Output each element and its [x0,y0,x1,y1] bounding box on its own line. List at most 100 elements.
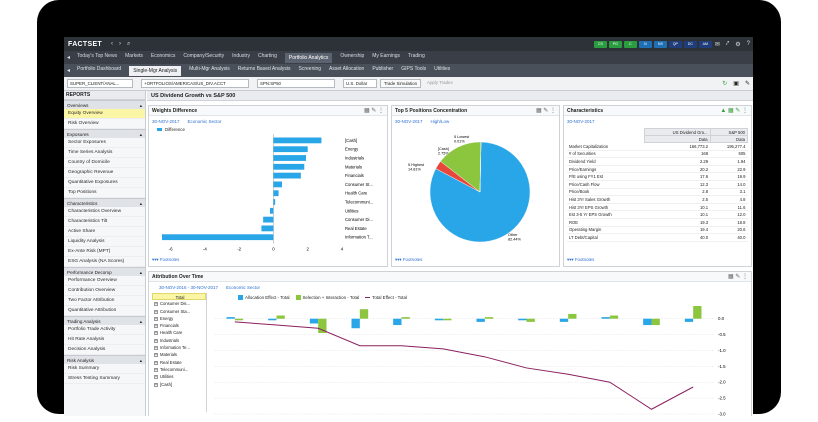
report-item[interactable]: Quantitative Exposures [64,178,145,188]
table-row[interactable]: Price/Book 2.8 3.1 [567,188,748,197]
attribution-date[interactable]: 30-NOV-2016 - 30-NOV-2017 [159,285,219,290]
settings-icon[interactable]: ⚙ [735,41,741,48]
report-item[interactable]: Stress Testing Summary [64,374,145,384]
report-item[interactable]: Portfolio Trade Activity [64,325,145,335]
chat-icon[interactable]: ✉ [714,41,720,48]
expand-icon[interactable]: + [154,309,158,314]
report-item[interactable]: Characteristics Tilt [64,217,145,227]
subtab-3[interactable]: Returns Based Analysis [237,65,291,72]
report-item[interactable]: Quantitative Attribution [64,306,145,316]
weights-panel-icons[interactable]: ▦ ✎ ⋮ [363,108,384,114]
table-row[interactable]: Price/Cash Flow 12.3 14.0 [567,180,748,189]
attribution-group-item[interactable]: + Health Care [152,329,206,336]
menu-item-9[interactable]: Trading [408,52,425,59]
wrench-icon[interactable]: ✎ [744,81,750,87]
quick-button-c[interactable]: C [623,40,637,48]
expand-icon[interactable]: + [154,302,158,307]
report-item[interactable]: Performance Overview [64,276,145,286]
report-group-header[interactable]: Characteristics ▴ [64,198,145,207]
top5-grouping[interactable]: High/Low [430,119,450,124]
report-item[interactable]: Country of Domicile [64,158,145,168]
subtab-back-icon[interactable]: ◂ [67,68,71,74]
quick-button-pg[interactable]: PG [608,40,622,48]
search-icon[interactable]: ⌕ [127,40,131,47]
expand-icon[interactable]: + [154,353,158,358]
expand-icon[interactable]: + [154,375,158,380]
expand-icon[interactable]: + [154,360,158,365]
portfolio-path-input[interactable]: +ORTFOLIOS/AMERICAS/US_DIV.ACCT [141,79,249,88]
collapse-icon[interactable]: ▴ [139,132,142,137]
attribution-group-item[interactable]: + Consumer Dis... [152,300,206,307]
expand-icon[interactable]: + [154,316,158,321]
report-item[interactable]: Risk Summary [64,364,145,374]
quick-button-ns[interactable]: NS [653,40,667,48]
attribution-group-item[interactable]: + Utilities [152,373,206,380]
account-selector[interactable]: SUPER_CLIENT/ANAL... [67,79,133,88]
table-row[interactable]: Price/Earnings 20.2 22.9 [567,165,748,174]
report-item[interactable]: Contribution Overview [64,286,145,296]
collapse-icon[interactable]: ▴ [139,201,142,206]
subtab-7[interactable]: GIPS Tools [401,65,427,72]
menu-item-5[interactable]: Charting [257,52,277,59]
collapse-icon[interactable]: ▴ [139,358,142,363]
table-row[interactable]: Est 3-5 Yr EPS Growth 10.1 12.0 [567,210,748,219]
collapse-icon[interactable]: ▴ [139,103,142,108]
menu-item-2[interactable]: Economics [150,52,176,59]
report-item[interactable]: Geographic Revenue [64,168,145,178]
forward-icon[interactable]: › [119,41,121,47]
weights-grouping[interactable]: Economic Sector [187,119,222,124]
column-header[interactable]: S&P 500 [709,128,749,136]
report-group-header[interactable]: Performance Decomp ▴ [64,267,145,276]
menu-item-0[interactable]: Today's Top News [77,52,118,59]
back-icon[interactable]: ‹ [111,41,113,47]
menu-item-1[interactable]: Markets [125,52,143,59]
table-row[interactable]: Market Capitalization 166,773.2 195,277.4 [567,142,748,151]
quick-button-am[interactable]: AM [698,40,712,48]
quick-button-cs[interactable]: CS [593,40,607,48]
table-row[interactable]: # of Securities 168 505 [567,150,748,159]
help-icon[interactable]: ? [746,41,750,47]
menu-item-3[interactable]: Company/Security [183,52,225,59]
menu-back-icon[interactable]: ◂ [67,55,71,61]
attribution-group-item[interactable]: + [Cash] [152,381,206,388]
report-item[interactable]: Active Share [64,227,145,237]
table-row[interactable]: ROE 19.3 18.8 [567,218,748,227]
report-item[interactable]: ESG Analysis (NA Scores) [64,257,145,267]
report-item[interactable]: Risk Overview [64,119,145,129]
report-item[interactable]: Hit Rate Analysis [64,335,145,345]
share-icon[interactable]: ⤤ [725,40,730,47]
menu-item-4[interactable]: Industry [232,52,250,59]
trade-simulation-button[interactable]: Trade Simulation [380,79,422,88]
collapse-icon[interactable]: ▴ [139,319,142,324]
report-item[interactable]: Characteristics Overview [64,207,145,217]
attribution-group-item[interactable]: + Materials [152,351,206,358]
report-group-header[interactable]: Risk Analysis ▴ [64,355,145,364]
characteristics-panel-icons[interactable]: ▲ ▦ ✎ ⋮ [720,108,748,114]
column-header[interactable]: US Dividend Gro... [643,128,711,136]
quick-button-dc[interactable]: DC [683,40,697,48]
apply-trades-button[interactable]: Apply Trades [427,80,453,85]
report-group-header[interactable]: Trading Analysis ▴ [64,316,145,325]
report-item[interactable]: Ex-Ante Risk (MPT) [64,247,145,257]
subtab-5[interactable]: Asset Allocation [329,65,365,72]
benchmark-input[interactable]: SPN:SP50 [257,79,335,88]
menu-item-6[interactable]: Portfolio Analytics [284,52,333,63]
weights-footnotes[interactable]: ▾▾▾ Footnotes [152,257,180,262]
expand-icon[interactable]: + [154,324,158,329]
table-row[interactable]: P/E using FY1 Est 17.6 19.9 [567,172,748,181]
report-item[interactable]: Equity Overview [64,109,145,119]
attribution-group-item[interactable]: + Telecommuni... [152,366,206,373]
table-row[interactable]: Hist 3Yr Sales Growth 2.5 4.8 [567,195,748,204]
attribution-group-item[interactable]: + Information Te... [152,344,206,351]
report-item[interactable]: Liquidity Analysis [64,237,145,247]
top5-panel-icons[interactable]: ▦ ✎ ⋮ [535,108,556,114]
expand-icon[interactable]: + [154,331,158,336]
menu-item-8[interactable]: My Earnings [372,52,401,59]
expand-icon[interactable]: + [154,338,158,343]
report-item[interactable]: Decision Analysis [64,345,145,355]
subtab-6[interactable]: Publisher [372,65,394,72]
expand-icon[interactable]: + [154,382,158,387]
collapse-icon[interactable]: ▴ [139,270,142,275]
report-item[interactable]: Top Positions [64,188,145,198]
attribution-panel-icons[interactable]: ▦ ✎ ⋮ [727,274,748,280]
